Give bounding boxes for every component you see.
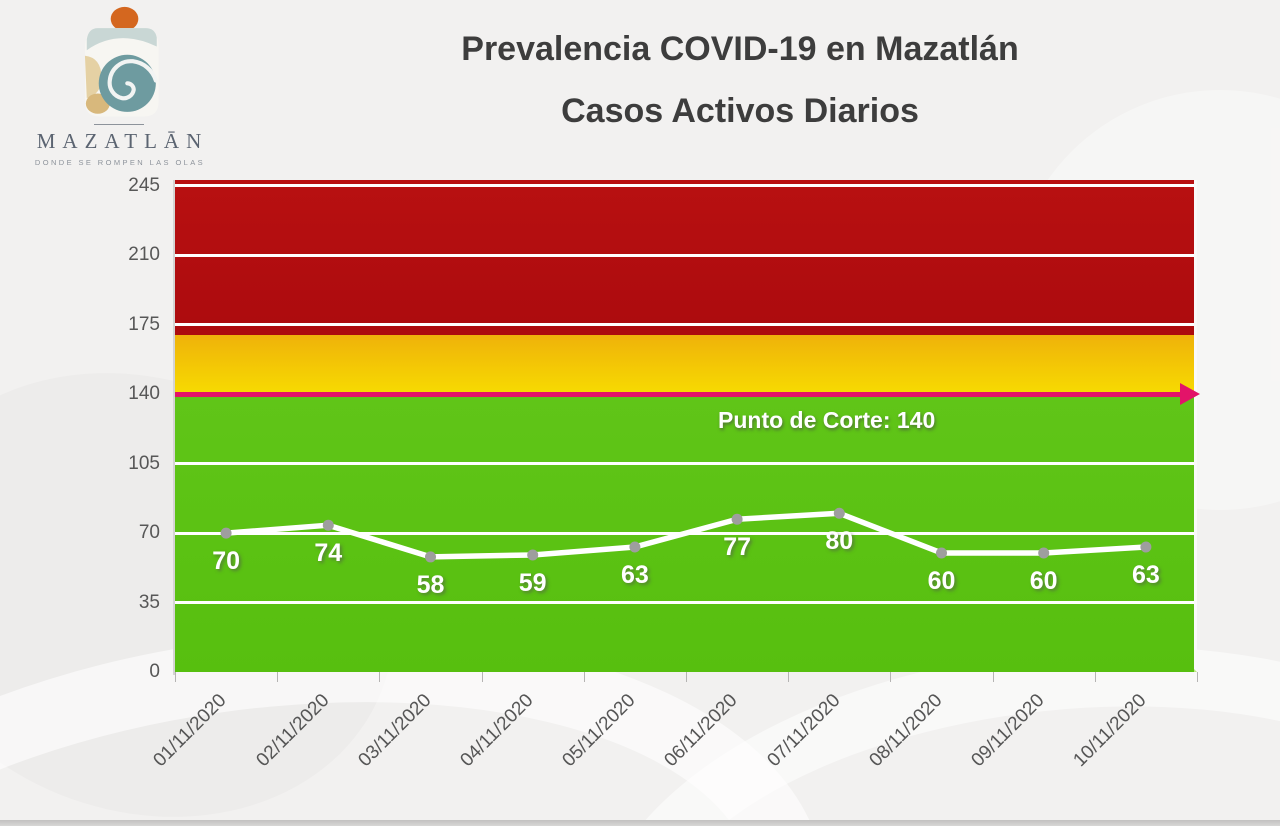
x-axis-label: 05/11/2020 xyxy=(558,690,640,772)
y-axis-label: 70 xyxy=(138,522,160,544)
grid-line xyxy=(175,184,1194,188)
zone-amarillo xyxy=(175,334,1194,395)
y-axis-line xyxy=(173,180,175,675)
data-point-label: 70 xyxy=(212,547,240,576)
grid-line xyxy=(175,601,1194,605)
data-point-label: 77 xyxy=(723,533,751,562)
x-axis-tick xyxy=(481,672,483,682)
data-point-label: 58 xyxy=(416,570,445,599)
y-axis-label: 210 xyxy=(128,244,160,266)
x-axis-tick xyxy=(992,672,994,682)
x-axis-tick xyxy=(379,672,381,682)
data-point-marker xyxy=(322,519,334,531)
data-point-marker xyxy=(1140,541,1152,553)
chart-subtitle: Casos Activos Diarios xyxy=(561,92,919,130)
data-point-marker xyxy=(527,549,539,561)
data-point-label: 59 xyxy=(518,568,547,597)
x-axis-label: 04/11/2020 xyxy=(456,690,538,772)
grid-line xyxy=(175,253,1194,257)
x-axis-tick xyxy=(175,672,176,682)
y-axis-label: 140 xyxy=(128,383,160,405)
data-point-marker xyxy=(731,513,743,525)
data-point-marker xyxy=(833,507,845,519)
data-line-svg xyxy=(220,507,1152,563)
data-point-marker xyxy=(1038,547,1050,559)
logo-divider xyxy=(94,124,144,125)
x-axis-label: 01/11/2020 xyxy=(149,690,231,772)
x-axis-label: 06/11/2020 xyxy=(660,690,742,772)
y-axis-label: 0 xyxy=(149,661,160,682)
y-axis-label: 175 xyxy=(128,313,160,335)
data-point-label: 60 xyxy=(1029,566,1058,595)
logo-wordmark: MAZATLĀN xyxy=(36,129,209,153)
data-point-label: 80 xyxy=(825,527,854,556)
x-axis-tick xyxy=(1197,672,1198,682)
x-axis-label: 03/11/2020 xyxy=(354,690,436,772)
shell-sun-icon xyxy=(84,6,159,117)
bottom-bar xyxy=(0,820,1280,826)
data-point-label: 74 xyxy=(314,539,343,568)
data-point-marker xyxy=(936,547,947,559)
x-axis-tick xyxy=(890,672,892,682)
x-axis-tick xyxy=(1094,672,1096,682)
data-point-label: 63 xyxy=(1131,561,1160,590)
x-axis-tick xyxy=(788,672,790,682)
y-axis-label: 245 xyxy=(128,174,160,196)
cutoff-line xyxy=(175,391,1194,397)
data-line xyxy=(223,510,1149,560)
data-point-marker xyxy=(220,527,232,539)
data-point-marker xyxy=(629,541,641,553)
y-axis-label: 105 xyxy=(128,452,160,474)
cutoff-arrow-icon xyxy=(1180,383,1200,406)
grid-line xyxy=(175,323,1194,327)
x-axis-tick xyxy=(686,672,687,682)
x-axis-label: 10/11/2020 xyxy=(1069,690,1151,772)
x-axis-tick xyxy=(277,672,279,682)
cutoff-label: Punto de Corte: 140 xyxy=(718,407,936,433)
chart-title-block: Prevalencia COVID-19 en Mazatlán Casos A… xyxy=(200,32,1280,128)
data-point-label: 60 xyxy=(927,566,956,595)
grid-line xyxy=(175,462,1194,466)
x-axis-tick xyxy=(583,672,585,682)
x-axis-label: 07/11/2020 xyxy=(763,690,845,772)
data-point-label: 63 xyxy=(620,561,649,590)
data-point-marker xyxy=(425,551,436,563)
plot-area: Punto de Corte: 140 70 74 58 59 63 77 80 60 60 63 xyxy=(175,180,1200,672)
y-axis-label: 35 xyxy=(138,591,160,613)
chart-title: Prevalencia COVID-19 en Mazatlán xyxy=(461,30,1019,68)
x-axis-label: 02/11/2020 xyxy=(252,690,334,772)
x-axis-label: 09/11/2020 xyxy=(967,690,1049,772)
x-axis-label: 08/11/2020 xyxy=(865,690,947,772)
zone-rojo xyxy=(175,180,1194,335)
logo-tagline: DONDE SE ROMPEN LAS OLAS xyxy=(34,158,206,167)
mazatlan-logo: MAZATLĀN DONDE SE ROMPEN LAS OLAS xyxy=(14,6,224,167)
